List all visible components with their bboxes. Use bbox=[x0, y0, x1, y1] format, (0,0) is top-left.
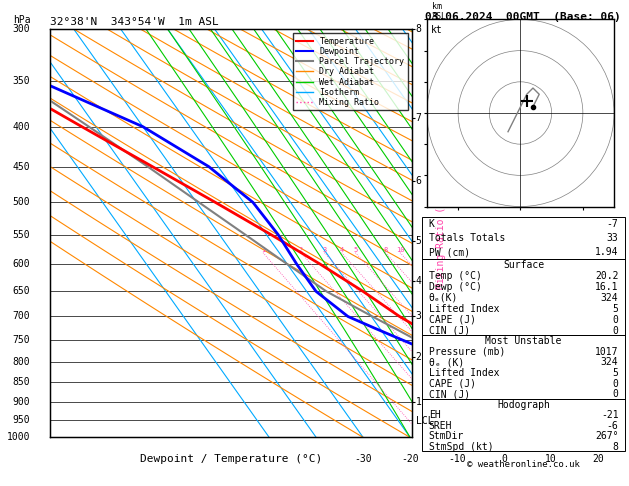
Text: 20.2: 20.2 bbox=[595, 271, 618, 280]
Text: Surface: Surface bbox=[503, 260, 544, 270]
Text: 450: 450 bbox=[13, 162, 30, 172]
Text: 400: 400 bbox=[13, 122, 30, 132]
Text: Totals Totals: Totals Totals bbox=[429, 233, 505, 243]
Text: 10: 10 bbox=[545, 454, 557, 464]
Text: Hodograph: Hodograph bbox=[497, 399, 550, 410]
Text: 3: 3 bbox=[416, 312, 421, 321]
Text: Pressure (mb): Pressure (mb) bbox=[429, 347, 505, 357]
Text: 0: 0 bbox=[613, 326, 618, 335]
Text: 7: 7 bbox=[416, 113, 421, 123]
Text: 10: 10 bbox=[396, 247, 404, 253]
Text: © weatheronline.co.uk: © weatheronline.co.uk bbox=[467, 460, 580, 469]
Text: 850: 850 bbox=[13, 377, 30, 387]
Text: 1017: 1017 bbox=[595, 347, 618, 357]
Text: 8: 8 bbox=[416, 24, 421, 34]
Text: StmSpd (kt): StmSpd (kt) bbox=[429, 442, 493, 451]
Text: 550: 550 bbox=[13, 230, 30, 240]
Text: 4: 4 bbox=[340, 247, 344, 253]
Text: 32°38'N  343°54'W  1m ASL: 32°38'N 343°54'W 1m ASL bbox=[50, 17, 219, 27]
Legend: Temperature, Dewpoint, Parcel Trajectory, Dry Adiabat, Wet Adiabat, Isotherm, Mi: Temperature, Dewpoint, Parcel Trajectory… bbox=[293, 34, 408, 110]
Text: Temp (°C): Temp (°C) bbox=[429, 271, 482, 280]
Text: Lifted Index: Lifted Index bbox=[429, 304, 499, 313]
Bar bbox=[423, 217, 625, 259]
Text: 0: 0 bbox=[613, 314, 618, 325]
Text: 600: 600 bbox=[13, 259, 30, 269]
Text: LCL: LCL bbox=[416, 416, 433, 426]
Text: 8: 8 bbox=[613, 442, 618, 451]
Text: -6: -6 bbox=[607, 421, 618, 431]
Text: hPa: hPa bbox=[13, 15, 30, 25]
Text: 0: 0 bbox=[501, 454, 507, 464]
Text: 1.94: 1.94 bbox=[595, 247, 618, 258]
Text: 6: 6 bbox=[416, 176, 421, 187]
Text: 300: 300 bbox=[13, 24, 30, 34]
Bar bbox=[423, 399, 625, 451]
Text: 350: 350 bbox=[13, 76, 30, 87]
Text: CAPE (J): CAPE (J) bbox=[429, 379, 476, 388]
Bar bbox=[423, 259, 625, 335]
Text: 324: 324 bbox=[601, 293, 618, 303]
Text: -21: -21 bbox=[601, 410, 618, 420]
Text: 4: 4 bbox=[416, 276, 421, 286]
Text: 950: 950 bbox=[13, 415, 30, 425]
Text: 3: 3 bbox=[322, 247, 326, 253]
Text: 700: 700 bbox=[13, 312, 30, 321]
Text: Mixing Ratio (g/kg): Mixing Ratio (g/kg) bbox=[436, 177, 446, 289]
Text: 2: 2 bbox=[299, 247, 303, 253]
Text: 1000: 1000 bbox=[7, 433, 30, 442]
Text: 5: 5 bbox=[353, 247, 357, 253]
Text: StmDir: StmDir bbox=[429, 431, 464, 441]
Text: CIN (J): CIN (J) bbox=[429, 389, 470, 399]
Text: 33: 33 bbox=[607, 233, 618, 243]
Text: 1: 1 bbox=[261, 247, 265, 253]
Text: km
ASL: km ASL bbox=[432, 1, 447, 21]
Text: 500: 500 bbox=[13, 197, 30, 208]
Text: kt: kt bbox=[431, 25, 442, 35]
Text: 2: 2 bbox=[416, 352, 421, 363]
Text: SREH: SREH bbox=[429, 421, 452, 431]
Text: 20: 20 bbox=[592, 454, 604, 464]
Text: 650: 650 bbox=[13, 286, 30, 296]
Text: -7: -7 bbox=[607, 220, 618, 229]
Text: 900: 900 bbox=[13, 397, 30, 407]
Bar bbox=[423, 335, 625, 399]
Text: Lifted Index: Lifted Index bbox=[429, 368, 499, 378]
Text: θₑ (K): θₑ (K) bbox=[429, 357, 464, 367]
Text: 750: 750 bbox=[13, 335, 30, 345]
Text: Most Unstable: Most Unstable bbox=[486, 336, 562, 347]
Text: Dewp (°C): Dewp (°C) bbox=[429, 281, 482, 292]
X-axis label: Dewpoint / Temperature (°C): Dewpoint / Temperature (°C) bbox=[140, 454, 322, 464]
Text: 800: 800 bbox=[13, 357, 30, 367]
Text: 0: 0 bbox=[613, 379, 618, 388]
Text: 5: 5 bbox=[416, 236, 421, 246]
Text: 324: 324 bbox=[601, 357, 618, 367]
Text: -30: -30 bbox=[354, 454, 372, 464]
Text: 267°: 267° bbox=[595, 431, 618, 441]
Text: 03.06.2024  00GMT  (Base: 06): 03.06.2024 00GMT (Base: 06) bbox=[425, 12, 620, 22]
Text: -20: -20 bbox=[401, 454, 419, 464]
Text: 5: 5 bbox=[613, 368, 618, 378]
Text: K: K bbox=[429, 220, 435, 229]
Text: -10: -10 bbox=[448, 454, 466, 464]
Text: CIN (J): CIN (J) bbox=[429, 326, 470, 335]
Text: PW (cm): PW (cm) bbox=[429, 247, 470, 258]
Text: 8: 8 bbox=[383, 247, 387, 253]
Text: EH: EH bbox=[429, 410, 440, 420]
Text: θₑ(K): θₑ(K) bbox=[429, 293, 458, 303]
Text: CAPE (J): CAPE (J) bbox=[429, 314, 476, 325]
Text: 16.1: 16.1 bbox=[595, 281, 618, 292]
Text: 5: 5 bbox=[613, 304, 618, 313]
Text: 0: 0 bbox=[613, 389, 618, 399]
Text: 1: 1 bbox=[416, 397, 421, 407]
